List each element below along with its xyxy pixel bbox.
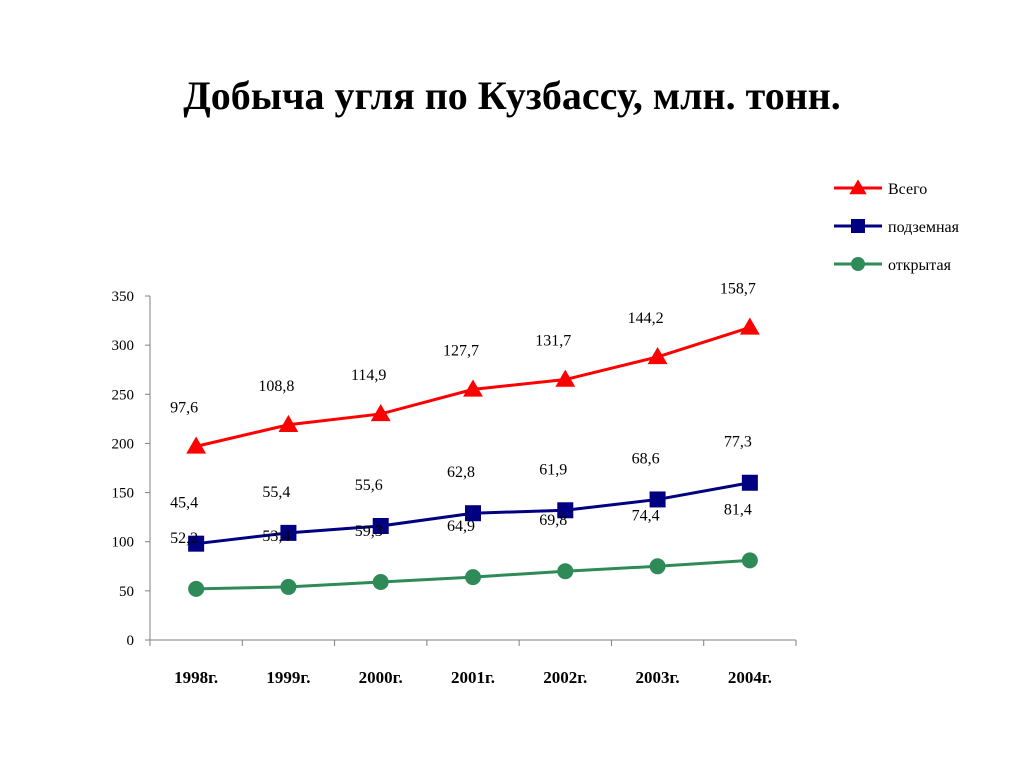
data-point [741,474,758,491]
data-label: 131,7 [535,333,571,350]
data-point [557,563,574,580]
legend-marker [849,179,867,195]
data-point [188,535,205,552]
x-tick-label: 2002г. [543,668,587,687]
y-tick-label: 100 [112,535,135,551]
legend-label: Всего [888,181,927,198]
data-point [186,436,207,454]
y-tick-label: 0 [127,633,135,649]
legend-item: подземная [834,219,960,236]
data-label: 68,6 [632,450,660,467]
data-point [741,552,758,569]
x-tick-label: 1999г. [266,668,310,687]
data-point [557,502,574,519]
data-point [465,569,481,586]
data-label: 144,2 [628,310,664,327]
data-label: 74,4 [632,507,660,524]
data-point [372,574,389,591]
x-tick-label: 2004г. [728,668,772,687]
y-tick-label: 300 [112,338,135,354]
data-label: 108,8 [258,378,294,395]
data-point [372,517,389,534]
x-tick-label: 2003г. [636,668,680,687]
series-2 [188,552,758,597]
data-point [555,369,576,387]
data-label: 97,6 [170,399,198,416]
legend: Всего подземная открытая [834,179,960,274]
x-tick-label: 2001г. [451,668,495,687]
y-tick-label: 150 [112,486,135,502]
data-label: 81,4 [724,501,752,518]
y-tick-label: 250 [112,387,135,403]
data-label: 62,8 [447,464,475,481]
data-point [280,524,297,541]
legend-label: подземная [888,219,960,236]
data-point [188,580,205,597]
data-labels: 97,6 108,8 114,9 127,7 131,7 144,2 158,7 45,4 55… [170,280,756,546]
legend-marker [851,219,865,233]
data-point [649,558,666,575]
x-tick-label: 1998г. [174,668,218,687]
data-point [280,578,297,595]
data-point [465,505,481,522]
data-label: 55,4 [262,484,290,501]
data-label: 61,9 [539,461,567,478]
data-point [649,491,666,508]
data-label: 69,8 [539,512,567,529]
legend-label: открытая [888,257,952,274]
data-label: 59,3 [355,523,383,540]
data-label: 55,6 [355,477,383,494]
data-label: 77,3 [724,434,752,451]
data-point [463,379,483,397]
x-tick-label: 2000г. [359,668,403,687]
data-point [647,347,668,365]
data-point [739,317,760,335]
series-1 [188,474,758,552]
data-label: 45,4 [170,495,198,512]
series-0 [186,317,760,454]
data-label: 127,7 [443,342,479,359]
data-label: 158,7 [720,280,756,297]
y-tick-label: 200 [112,436,135,452]
legend-item: открытая [834,257,952,274]
y-tick-label: 50 [119,584,134,600]
legend-item: Всего [834,179,927,198]
legend-marker [851,257,865,271]
data-label: 64,9 [447,518,475,535]
data-point [370,404,391,422]
y-tick-label: 350 [112,289,135,305]
data-label: 114,9 [351,367,386,384]
data-point [278,414,299,432]
series-layer [186,317,760,597]
data-label: 52,2 [170,530,198,547]
chart-title: Добыча угля по Кузбассу, млн. тонн. [183,73,841,118]
axes: 0 50 100 150 200 250 300 350 1998г. 1999г. 2000г. 2… [112,289,797,687]
data-label: 53,4 [262,528,290,545]
